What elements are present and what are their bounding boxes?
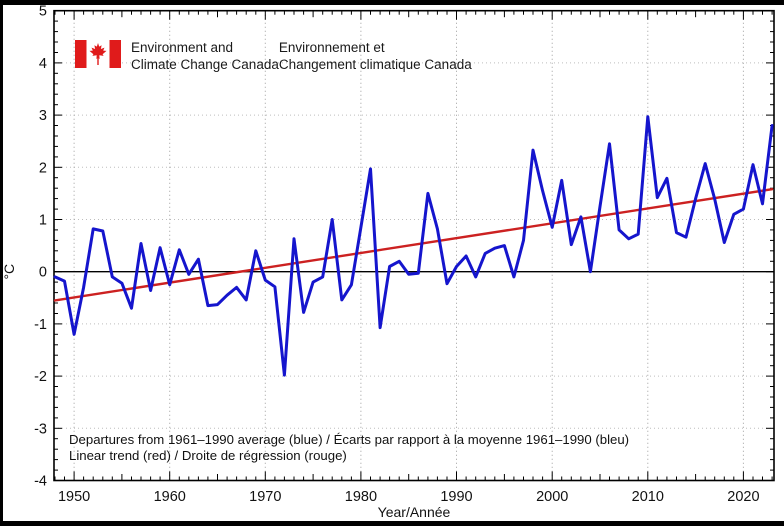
bottom-border [0,521,784,526]
y-axis-tick-label: 4 [39,56,47,72]
department-name-en-line2: Climate Change Canada [131,56,279,72]
department-name-fr-line1: Environnement et [278,40,385,55]
chart-legend-note: Departures from 1961–1990 average (blue)… [69,432,629,464]
legend-trend-note: Linear trend (red) / Droite de régressio… [69,448,347,463]
department-name-fr-line2: Changement climatique Canada [278,56,472,72]
y-axis-tick-label: 0 [39,265,47,281]
y-axis-tick-label: 1 [39,213,47,229]
plot-frame [53,9,775,482]
legend-departures-note: Departures from 1961–1990 average (blue)… [69,432,630,447]
department-name-french: Environnement et Changement climatique C… [279,40,472,73]
y-axis-tick-label: -1 [34,317,47,333]
x-axis-tick-label: 1970 [249,489,281,505]
y-axis-title: °C [1,264,17,280]
department-name-en-line1: Environment and [131,40,234,55]
x-axis-tick-label: 2000 [536,489,568,505]
y-axis-tick-label: -4 [34,474,47,490]
trend-line [53,187,774,302]
y-axis-tick-label: 3 [39,108,47,124]
x-axis-title: Year/Année [378,504,451,520]
ecc-canada-header: Environment and Climate Change Canada En… [75,40,472,73]
canada-flag-icon [75,40,121,68]
y-axis-tick-label: 2 [39,160,47,176]
y-axis-tick-label: 5 [39,4,47,20]
department-name-english: Environment and Climate Change Canada [131,40,279,73]
y-axis-tick-label: -2 [34,369,47,385]
maple-leaf-icon [89,43,107,59]
x-axis-tick-label: 1950 [58,489,90,505]
x-axis-tick-label: 1960 [154,489,186,505]
left-border [0,0,3,526]
x-axis-tick-label: 1980 [345,489,377,505]
top-border [0,0,784,5]
x-axis-tick-label: 1990 [440,489,472,505]
x-axis-tick-label: 2010 [632,489,664,505]
y-axis-tick-label: -3 [34,421,47,437]
x-axis-tick-label: 2020 [727,489,759,505]
departures-series-line [53,115,774,377]
